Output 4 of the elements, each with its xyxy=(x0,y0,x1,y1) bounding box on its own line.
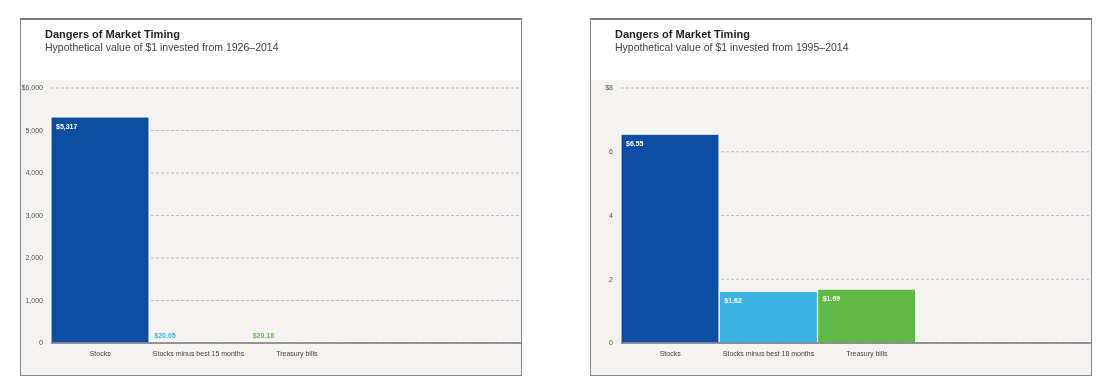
chart-title: Dangers of Market Timing xyxy=(615,28,751,40)
chart-subtitle: Hypothetical value of $1 invested from 1995–2014 xyxy=(615,41,850,53)
chart-subtitle: Hypothetical value of $1 invested from 1926–2014 xyxy=(45,41,280,53)
chart-title: Dangers of Market Timing xyxy=(45,28,181,40)
